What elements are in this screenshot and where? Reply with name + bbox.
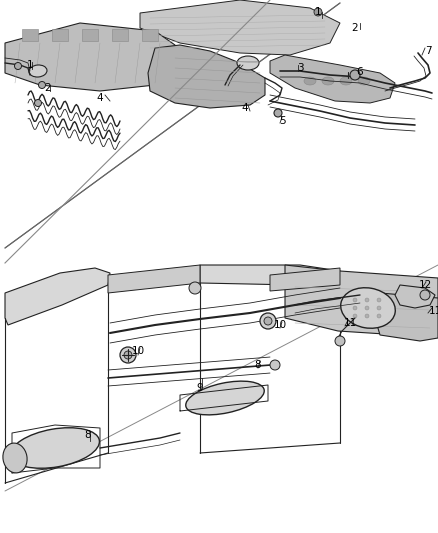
Bar — [142, 29, 158, 41]
Text: 9: 9 — [197, 383, 203, 393]
Polygon shape — [5, 23, 175, 91]
Bar — [52, 29, 68, 41]
Circle shape — [353, 298, 357, 302]
Bar — [82, 29, 98, 41]
Ellipse shape — [358, 77, 370, 85]
Circle shape — [377, 298, 381, 302]
Circle shape — [365, 306, 369, 310]
Text: 4: 4 — [242, 103, 248, 113]
Text: 11: 11 — [428, 306, 438, 316]
Text: 10: 10 — [131, 346, 145, 356]
Circle shape — [365, 314, 369, 318]
Ellipse shape — [341, 288, 396, 328]
Ellipse shape — [11, 427, 99, 469]
Text: 1: 1 — [314, 7, 321, 17]
Circle shape — [377, 314, 381, 318]
Ellipse shape — [3, 443, 27, 473]
Polygon shape — [0, 0, 438, 263]
Text: 5: 5 — [280, 116, 286, 126]
Circle shape — [124, 351, 132, 359]
Circle shape — [189, 282, 201, 294]
Circle shape — [353, 306, 357, 310]
Bar — [22, 29, 38, 41]
Circle shape — [264, 317, 272, 325]
Circle shape — [420, 290, 430, 300]
Text: 8: 8 — [254, 360, 261, 370]
Polygon shape — [5, 268, 110, 325]
Bar — [112, 29, 128, 41]
Ellipse shape — [340, 77, 352, 85]
Polygon shape — [375, 293, 438, 341]
Circle shape — [274, 109, 282, 117]
Text: 1: 1 — [27, 60, 33, 70]
Ellipse shape — [186, 381, 264, 415]
Polygon shape — [108, 265, 200, 293]
Text: 11: 11 — [343, 318, 357, 328]
Polygon shape — [148, 45, 265, 108]
Circle shape — [35, 100, 42, 107]
Circle shape — [39, 82, 46, 88]
Polygon shape — [285, 265, 438, 335]
Circle shape — [350, 70, 360, 80]
Text: 8: 8 — [85, 430, 91, 440]
Polygon shape — [140, 0, 340, 55]
Circle shape — [14, 62, 21, 69]
Text: 2: 2 — [352, 23, 358, 33]
Ellipse shape — [29, 65, 47, 77]
Circle shape — [314, 8, 322, 16]
Text: 4: 4 — [97, 93, 103, 103]
Text: 6: 6 — [357, 67, 363, 77]
Ellipse shape — [237, 56, 259, 70]
Circle shape — [353, 314, 357, 318]
Text: 12: 12 — [418, 280, 431, 290]
Text: 10: 10 — [273, 320, 286, 330]
Circle shape — [365, 298, 369, 302]
Polygon shape — [200, 265, 345, 285]
Circle shape — [335, 336, 345, 346]
Circle shape — [377, 306, 381, 310]
Circle shape — [260, 313, 276, 329]
Circle shape — [270, 360, 280, 370]
Circle shape — [120, 347, 136, 363]
Polygon shape — [395, 285, 435, 308]
Polygon shape — [270, 55, 395, 103]
Text: 3: 3 — [297, 63, 303, 73]
Text: 7: 7 — [425, 46, 431, 56]
Ellipse shape — [304, 77, 316, 85]
Polygon shape — [270, 268, 340, 291]
Ellipse shape — [322, 77, 334, 85]
Text: 2: 2 — [45, 83, 51, 93]
